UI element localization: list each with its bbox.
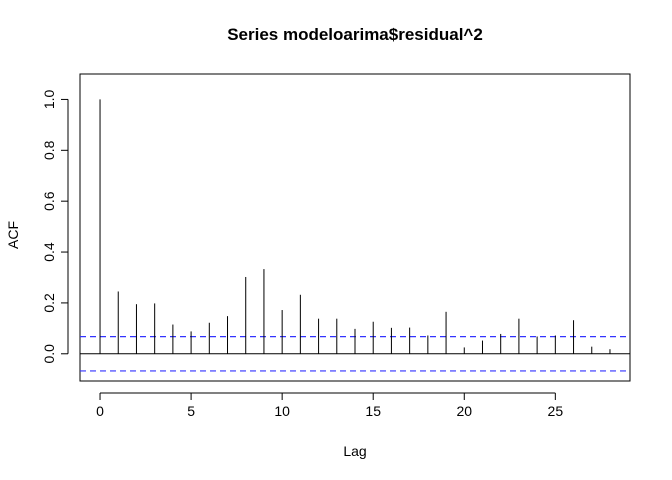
y-axis-label: ACF (5, 221, 21, 249)
x-tick-label: 25 (548, 403, 564, 419)
y-axis: 0.0 0.2 0.4 0.6 0.8 1.0 (41, 89, 69, 364)
y-tick-label: 0.4 (41, 242, 57, 262)
y-tick-label: 0.2 (41, 293, 57, 313)
x-tick-label: 15 (365, 403, 381, 419)
y-tick-label: 0.0 (41, 344, 57, 364)
x-tick-label: 10 (274, 403, 290, 419)
x-tick-label: 5 (187, 403, 195, 419)
x-axis: 0 5 10 15 20 25 (96, 392, 564, 419)
y-tick-label: 0.6 (41, 191, 57, 211)
x-tick-label: 0 (96, 403, 104, 419)
y-tick-label: 0.8 (41, 140, 57, 160)
chart-title: Series modeloarima$residual^2 (227, 25, 483, 44)
y-tick-label: 1.0 (41, 89, 57, 109)
x-tick-label: 20 (456, 403, 472, 419)
acf-series (80, 99, 630, 372)
x-axis-label: Lag (343, 443, 366, 459)
plot-frame (79, 73, 631, 382)
